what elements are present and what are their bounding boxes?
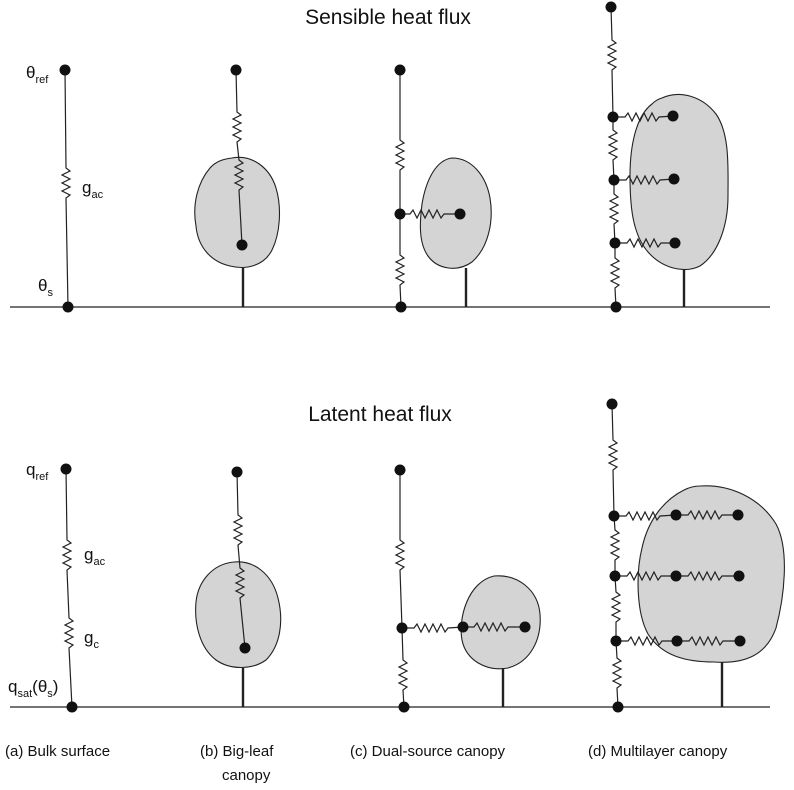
resistor-upper: [394, 470, 406, 629]
resistor-layer2: [614, 174, 675, 186]
resistor-mid1: [609, 515, 621, 576]
node-leaf: [239, 642, 251, 654]
resistor-mid2: [608, 180, 620, 244]
node-layer1-air: [608, 510, 620, 522]
resistor-top: [606, 6, 618, 118]
node-theta-s: [62, 301, 74, 313]
node-layer2-air: [608, 174, 620, 186]
latent-panel-b: [195, 466, 282, 707]
resistor-lower: [397, 627, 409, 708]
node-top: [230, 64, 242, 76]
node-canopy-air: [394, 208, 406, 220]
resistor-upper: [394, 70, 406, 214]
sensible-panel-a: θref gac θs: [26, 63, 104, 313]
resistor-bottom: [611, 640, 623, 708]
node-layer1-leaf-surface: [670, 509, 682, 521]
node-leaf-surface: [457, 621, 469, 633]
node-layer3-leaf-surface: [671, 635, 683, 647]
resistor-mid1: [607, 117, 619, 181]
resistor-layer1-a: [614, 510, 677, 522]
node-layer2-leaf-surface: [670, 570, 682, 582]
resistor-layer2-a: [615, 570, 676, 582]
canopy-big-leaf: [195, 561, 282, 669]
latent-panel-d: [606, 398, 785, 713]
node-q-sat: [66, 701, 78, 713]
node-ground: [612, 701, 624, 713]
node-ground: [610, 301, 622, 313]
node-layer2-air: [609, 570, 621, 582]
panel-label-a: (a) Bulk surface: [5, 743, 110, 760]
resistor-top: [607, 403, 619, 517]
node-top: [394, 464, 406, 476]
latent-panel-a: qref gac gc qsat(θs): [8, 460, 106, 713]
resistor-lower: [394, 214, 406, 308]
node-layer3-air: [610, 635, 622, 647]
panel-label-d: (d) Multilayer canopy: [588, 743, 728, 760]
latent-panel-c: [394, 464, 541, 713]
resistor-bottom: [609, 243, 621, 308]
panel-label-b-line2: canopy: [222, 767, 271, 784]
sensible-panel-d: [605, 1, 729, 313]
node-ground: [398, 701, 410, 713]
resistor-horizontal-2: [463, 621, 525, 633]
q-sat-label: qsat(θs): [8, 677, 58, 700]
node-top: [605, 1, 617, 13]
node-layer1-leaf-interior: [732, 509, 744, 521]
node-layer3-air: [609, 237, 621, 249]
node-layer2-leaf: [668, 173, 680, 185]
resistor-layer3: [615, 237, 675, 249]
node-layer3-leaf-interior: [734, 635, 746, 647]
resistor-layer1: [613, 111, 674, 123]
canopy-big-leaf: [194, 156, 280, 268]
node-layer1-air: [607, 111, 619, 123]
resistor-chain: [61, 468, 75, 708]
node-layer2-leaf-interior: [733, 570, 745, 582]
sensible-panel-b: [194, 64, 280, 307]
q-ref-label: qref: [26, 460, 49, 483]
node-leaf: [236, 239, 248, 251]
panel-label-c: (c) Dual-source canopy: [350, 743, 506, 760]
theta-ref-label: θref: [26, 63, 49, 86]
resistor-horizontal: [400, 208, 460, 220]
resistor-layer1-b: [676, 509, 738, 521]
node-layer3-leaf: [669, 237, 681, 249]
g-ac-label: gac: [82, 178, 104, 201]
node-canopy-air: [396, 622, 408, 634]
resistor-layer2-b: [676, 570, 739, 582]
panel-label-b-line1: (b) Big-leaf: [200, 743, 274, 760]
resistor-gac: [60, 69, 72, 308]
node-leaf: [454, 208, 466, 220]
theta-s-label: θs: [38, 276, 53, 299]
node-top: [606, 398, 618, 410]
node-layer1-leaf: [667, 110, 679, 122]
sensible-panel-c: [394, 64, 492, 313]
node-q-ref: [60, 463, 72, 475]
node-ground: [395, 301, 407, 313]
canopy-multilayer: [637, 485, 785, 663]
resistor-horizontal-1: [402, 622, 464, 634]
node-top: [394, 64, 406, 76]
node-leaf-interior: [519, 621, 531, 633]
node-theta-ref: [59, 64, 71, 76]
g-c-label: gc: [84, 628, 99, 651]
resistor-chain: [231, 69, 245, 246]
node-top: [231, 466, 243, 478]
resistor-layer3-b: [677, 635, 740, 647]
resistor-layer3-a: [616, 635, 677, 647]
resistor-mid2: [610, 575, 622, 641]
g-ac-label: gac: [84, 545, 106, 568]
latent-heat-flux-title: Latent heat flux: [308, 403, 452, 426]
resistor-chain: [232, 471, 246, 649]
sensible-heat-flux-title: Sensible heat flux: [305, 6, 471, 29]
